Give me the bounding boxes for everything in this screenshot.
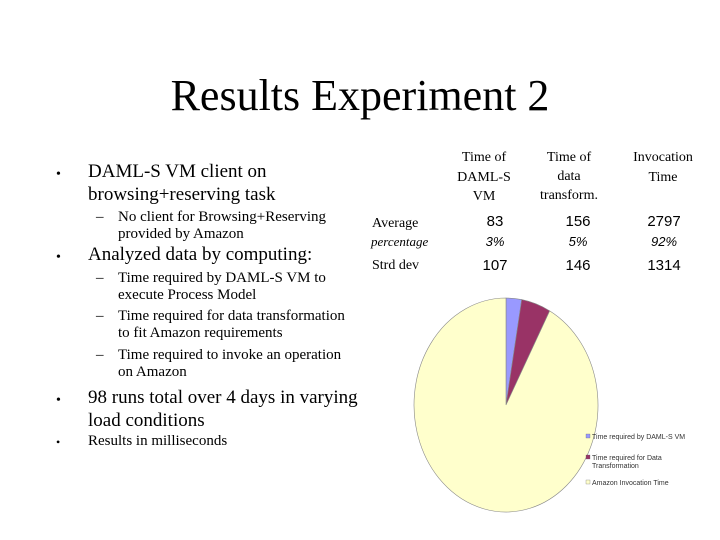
bullet-runs: • 98 runs total over 4 days in varying l… — [56, 386, 386, 432]
header-line: Invocation — [633, 150, 693, 165]
legend-swatch — [585, 454, 591, 460]
subbullet-no-client: – No client for Browsing+Reserving provi… — [96, 209, 356, 243]
subbullet-daml-time: – Time required by DAML-S VM to execute … — [96, 270, 376, 304]
bullet-line: on Amazon — [118, 364, 187, 380]
legend-swatch — [585, 433, 591, 439]
header-line: DAML-S — [457, 170, 511, 185]
bullet-line: provided by Amazon — [118, 226, 244, 242]
header-line: Time of — [461, 150, 507, 165]
bullet-marker: • — [56, 435, 61, 449]
bullet-line: 98 runs total over 4 days in varying — [88, 387, 358, 408]
cell-percentage-daml: 3% — [485, 234, 505, 249]
legend-label: Transformation — [592, 463, 639, 470]
cell-stddev-transform: 146 — [565, 257, 591, 274]
legend-label: Time required by DAML-S VM — [592, 434, 685, 441]
bullet-marker: • — [56, 393, 61, 408]
bullet-marker: • — [56, 250, 61, 265]
header-transform-time: Time of data transform. — [530, 148, 608, 205]
bullet-line: browsing+reserving task — [88, 184, 276, 205]
bullet-line: Analyzed data by computing: — [88, 244, 313, 265]
bullet-milliseconds: • Results in milliseconds — [56, 433, 356, 450]
bullet-line: load conditions — [88, 410, 205, 431]
header-line: Time of — [546, 150, 592, 165]
cell-average-invocation: 2797 — [647, 213, 681, 230]
bullet-line: execute Process Model — [118, 287, 257, 303]
header-line: transform. — [540, 188, 598, 203]
cell-stddev-invocation: 1314 — [647, 257, 681, 274]
subbullet-transform-time: – Time required for data transformation … — [96, 308, 376, 342]
header-line: Time — [648, 170, 678, 185]
cell-percentage-invocation: 92% — [650, 234, 678, 249]
legend-label: Amazon Invocation Time — [592, 480, 669, 487]
legend-swatch — [585, 479, 591, 485]
cell-average-daml: 83 — [486, 213, 504, 230]
bullet-analyzed: • Analyzed data by computing: — [56, 243, 356, 266]
bullet-marker: – — [96, 270, 104, 286]
header-line: VM — [472, 189, 496, 204]
legend-label: Time required for Data — [592, 455, 662, 462]
bullet-marker: – — [96, 347, 104, 363]
pie-legend: Time required by DAML-S VM Time required … — [585, 433, 685, 487]
bullet-line: Time required by DAML-S VM to — [118, 270, 326, 286]
bullet-marker: • — [56, 167, 61, 182]
row-label-average: Average — [372, 216, 419, 231]
row-label-percentage: percentage — [371, 234, 429, 249]
cell-average-transform: 156 — [565, 213, 591, 230]
bullet-line: No client for Browsing+Reserving — [118, 209, 327, 225]
bullet-line: DAML-S VM client on — [88, 161, 267, 182]
pie-slices — [413, 297, 599, 513]
bullet-line: Time required to invoke an operation — [118, 347, 342, 363]
bullet-marker: – — [96, 308, 104, 324]
slide-title: Results Experiment 2 — [170, 71, 550, 120]
header-daml-vm-time: Time of DAML-S VM — [445, 148, 523, 206]
bullet-line: Time required for data transformation — [118, 308, 345, 324]
pie-slice-amazon-invocation-time — [413, 297, 599, 513]
cell-percentage-transform: 5% — [568, 234, 588, 249]
bullet-line: Results in milliseconds — [88, 433, 228, 449]
bullet-line: to fit Amazon requirements — [118, 325, 283, 341]
cell-stddev-daml: 107 — [482, 257, 508, 274]
bullet-marker: – — [96, 209, 104, 225]
row-label-std-dev: Strd dev — [372, 258, 420, 273]
subbullet-invoke-time: – Time required to invoke an operation o… — [96, 347, 376, 381]
bullet-daml-client: • DAML-S VM client on browsing+reserving… — [56, 160, 356, 206]
header-invocation-time: Invocation Time — [620, 148, 706, 188]
header-line: data — [557, 169, 581, 184]
